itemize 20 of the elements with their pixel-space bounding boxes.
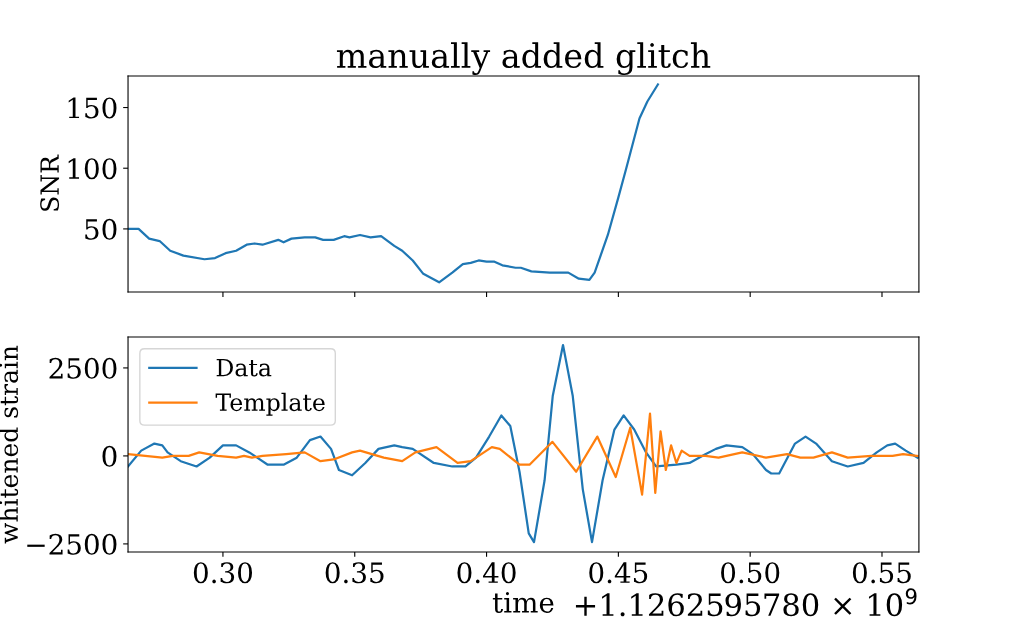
y-tick-label: 0 bbox=[102, 445, 117, 467]
line-series bbox=[128, 343, 919, 544]
x-tick-label: 0.55 bbox=[852, 562, 911, 584]
y-tick-label: 100 bbox=[68, 158, 117, 180]
x-tick-label: 0.30 bbox=[193, 562, 253, 584]
y-tick-label: −2500 bbox=[27, 533, 117, 555]
x-tick-label: 0.35 bbox=[325, 562, 384, 584]
legend-label: Template bbox=[215, 392, 325, 416]
y-tick-label: 50 bbox=[85, 218, 117, 240]
legend-label: Data bbox=[216, 358, 272, 377]
line-series bbox=[128, 83, 660, 284]
x-tick-label: 0.50 bbox=[721, 562, 780, 584]
x-tick-label: 0.45 bbox=[589, 562, 648, 584]
y-tick-label: 150 bbox=[68, 97, 117, 119]
chart-title: manually added glitch bbox=[336, 42, 711, 76]
x-axis-title: time bbox=[492, 592, 554, 613]
text: +1.1262595780 × 10$^{9}$ bbox=[575, 588, 917, 617]
y-tick-label: 2500 bbox=[49, 357, 117, 379]
x-tick-label: 0.40 bbox=[457, 562, 516, 584]
y-axis-title: SNR bbox=[40, 154, 60, 211]
